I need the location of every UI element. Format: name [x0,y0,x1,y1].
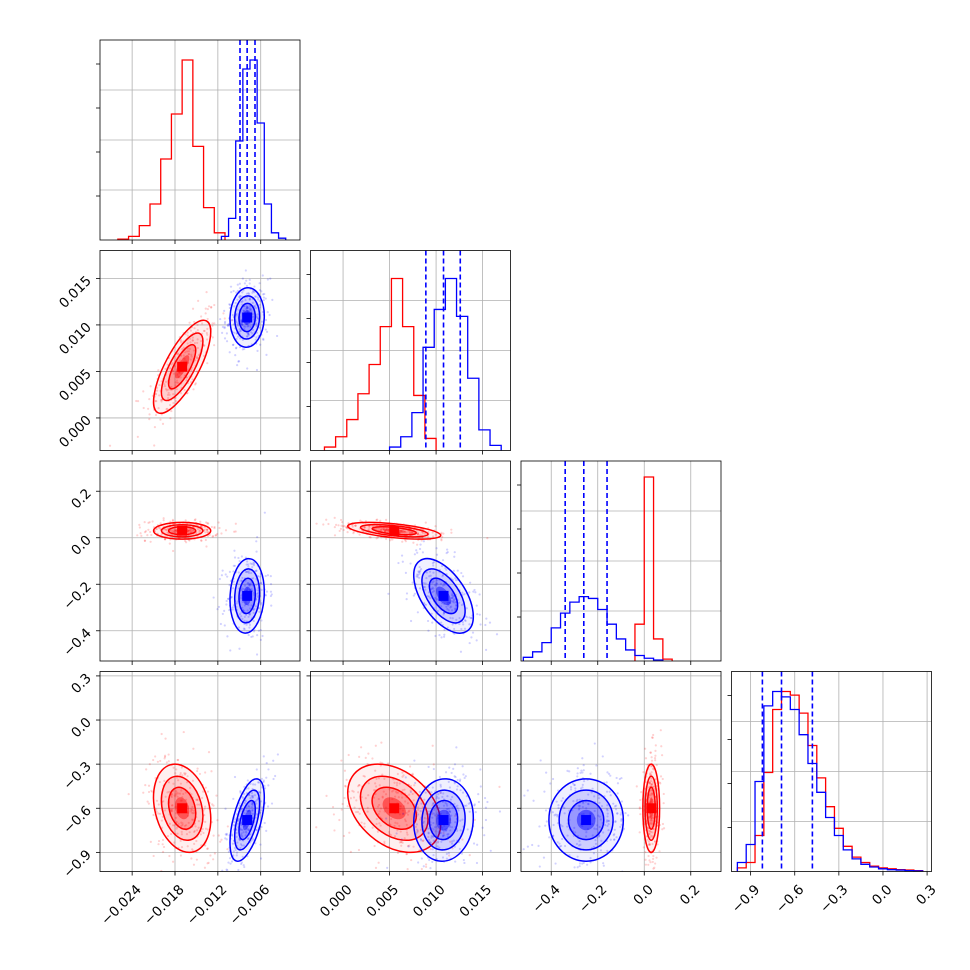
hist-panel-2 [517,460,722,665]
y-tick-label-2-2: 0.0 [68,532,95,559]
x-tick-label-3-0: −0.9 [729,882,763,916]
histogram-0-series-0 [117,59,226,240]
x-tick-label-2-3: 0.2 [677,882,704,909]
panel-frame-2-1 [310,460,511,662]
panel-frame-2-2 [520,460,722,662]
panel-content-2-2 [522,461,673,661]
contour-panel-2-1 [306,460,511,665]
y-tick-label-1-3: 0.015 [56,273,95,312]
density-peak-2-1-series-1 [438,590,449,601]
panel-content-1-1 [323,250,502,451]
histogram-2-series-1 [522,595,664,661]
x-tick-label-0-0: −0.024 [98,882,145,929]
panel-frame-3-0 [99,671,301,872]
panel-frame-3-3 [731,671,932,872]
panel-frame-2-0 [99,460,301,662]
panel-content-3-2 [522,729,666,872]
histogram-1-series-0 [323,277,437,451]
x-tick-label-0-3: −0.006 [227,882,274,929]
x-tick-label-3-3: 0.0 [869,882,896,909]
histogram-3-series-1 [736,690,924,872]
x-tick-label-3-4: 0.3 [913,882,940,909]
histogram-0-series-1 [220,59,287,240]
y-tick-label-1-0: 0.000 [56,412,95,451]
panel-content-3-3 [736,671,924,872]
contour-panel-3-1: 0.000 0.005 0.010 0.015 [306,671,511,921]
panel-content-2-1 [315,516,499,653]
density-peak-3-2-series-1 [581,815,592,826]
y-tick-label-2-1: −0.2 [60,579,94,613]
contour-panel-3-0: −0.024−0.018−0.012−0.006 −0.9 −0.6 −0.3 0.0 0… [60,670,301,929]
x-tick-label-0-1: −0.018 [141,882,188,929]
density-peak-1-0-series-0 [177,361,188,372]
scatter-points-3-1-series-1 [385,746,502,872]
panel-content-1-0 [108,269,279,447]
y-tick-label-2-3: 0.2 [68,486,95,513]
y-tick-label-2-0: −0.4 [60,625,94,659]
x-tick-label-3-1: −0.6 [773,882,807,916]
density-peak-2-1-series-0 [389,525,400,536]
contour-panel-1-0: 0.000 0.005 0.010 0.015 [56,250,301,455]
density-peak-3-1-series-0 [389,803,400,814]
density-peak-2-0-series-1 [242,590,253,601]
y-tick-label-3-2: −0.3 [60,759,94,793]
density-peak-3-0-series-0 [177,803,188,814]
panel-content-2-0 [136,511,273,656]
density-peak-1-0-series-1 [242,312,253,323]
y-tick-label-3-1: −0.6 [60,803,94,837]
y-tick-label-1-1: 0.005 [56,366,95,405]
x-tick-label-0-2: −0.012 [184,882,231,929]
y-tick-label-3-4: 0.3 [68,670,95,697]
x-tick-label-1-0: 0.000 [317,882,356,921]
histogram-2-series-0 [634,476,673,661]
x-tick-label-2-2: 0.0 [630,882,657,909]
panel-frame-0-0 [99,39,301,241]
density-peak-2-0-series-0 [177,525,188,536]
panel-frame-1-1 [310,250,511,451]
contour-panel-3-2: −0.4 −0.2 0.0 0.2 [517,671,722,916]
y-tick-label-3-3: 0.0 [68,715,95,742]
y-tick-label-1-2: 0.010 [56,319,95,358]
density-peak-3-0-series-1 [242,815,253,826]
panel-frame-1-0 [99,250,301,451]
histogram-3-series-0 [736,690,924,872]
y-tick-label-3-0: −0.9 [60,847,94,881]
density-peak-3-2-series-0 [646,803,657,814]
panel-frame-3-1 [310,671,511,872]
x-tick-label-1-2: 0.010 [410,882,449,921]
histogram-1-series-1 [388,277,502,451]
x-tick-label-1-1: 0.005 [364,882,403,921]
hist-panel-1 [306,250,511,455]
density-peak-3-1-series-1 [438,815,449,826]
panel-frame-3-2 [520,671,722,872]
x-tick-label-3-2: −0.3 [817,882,851,916]
hist-panel-3: −0.9 −0.6 −0.3 0.0 0.3 [727,671,940,916]
x-tick-label-1-3: 0.015 [457,882,496,921]
contour-panel-2-0: −0.4 −0.2 0.0 0.2 [60,460,301,665]
panel-content-3-0 [127,730,279,872]
panel-content-3-1 [315,741,502,872]
panel-content-0-0 [117,40,287,240]
x-tick-label-2-1: −0.2 [576,882,610,916]
hist-panel-0 [96,39,301,244]
x-tick-label-2-0: −0.4 [529,882,563,916]
